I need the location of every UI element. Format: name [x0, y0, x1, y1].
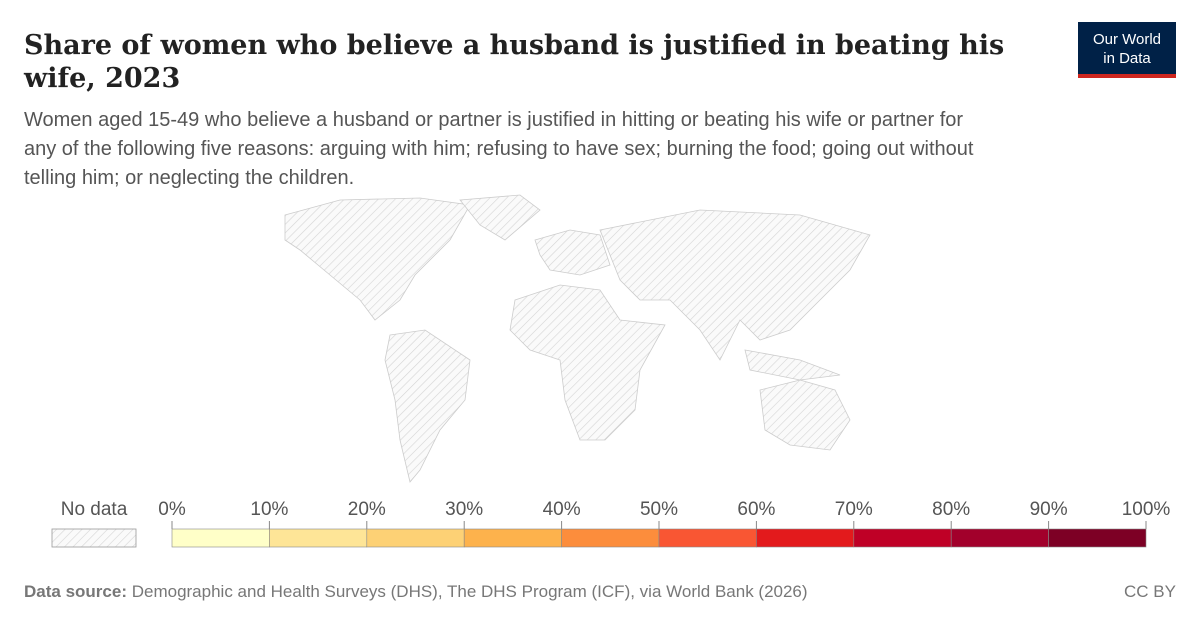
- legend-bin: [756, 528, 855, 548]
- legend-bin: [950, 528, 1049, 548]
- map: [284, 194, 871, 483]
- legend-bin: [171, 528, 270, 548]
- logo-text: in Data: [1103, 50, 1151, 67]
- land: [459, 194, 541, 241]
- land: [384, 329, 471, 483]
- legend-bin: [463, 528, 562, 548]
- land: [759, 379, 851, 451]
- legend-bin: [853, 528, 952, 548]
- title: Share of women who believe a husband is …: [24, 30, 1004, 61]
- source-label: Data source:: [24, 582, 127, 601]
- title: wife, 2023: [23, 63, 180, 94]
- land: [744, 349, 841, 381]
- legend-bin: [561, 528, 660, 548]
- legend-tick-label: 20%: [348, 499, 386, 520]
- land: [509, 284, 666, 441]
- legend-bin: [366, 528, 465, 548]
- land: [534, 229, 611, 276]
- land: [599, 209, 871, 361]
- no-data-swatch: [51, 528, 137, 548]
- subtitle: telling him; or neglecting the children.: [24, 167, 354, 189]
- land: [284, 197, 471, 321]
- legend-tick-label: 100%: [1122, 499, 1171, 520]
- legend: 0% 10% 20% 30% 40% 50% 60% 70% 80% 90% 100%: [158, 499, 1171, 548]
- legend-bin: [658, 528, 757, 548]
- legend-tick-label: 60%: [737, 499, 775, 520]
- legend-tick-label: 70%: [835, 499, 873, 520]
- legend-tick-label: 50%: [640, 499, 678, 520]
- logo-text: Our World: [1093, 31, 1161, 48]
- legend-tick-label: 0%: [158, 499, 186, 520]
- source: Data source: Demographic and Health Surv…: [24, 582, 808, 601]
- legend-tick-label: 10%: [250, 499, 288, 520]
- logo-box: [1078, 22, 1176, 78]
- no-data-label: No data: [61, 499, 128, 520]
- license: CC BY: [1124, 582, 1176, 601]
- legend-bin: [269, 528, 368, 548]
- legend-tick-label: 30%: [445, 499, 483, 520]
- source-text: Demographic and Health Surveys (DHS), Th…: [132, 582, 808, 601]
- subtitle: any of the following five reasons: argui…: [24, 138, 974, 160]
- subtitle: Women aged 15-49 who believe a husband o…: [24, 109, 963, 131]
- logo-stripe: [1078, 74, 1176, 78]
- legend-tick-label: 90%: [1030, 499, 1068, 520]
- legend-bin: [1048, 528, 1147, 548]
- legend-tick-label: 40%: [543, 499, 581, 520]
- legend-tick-label: 80%: [932, 499, 970, 520]
